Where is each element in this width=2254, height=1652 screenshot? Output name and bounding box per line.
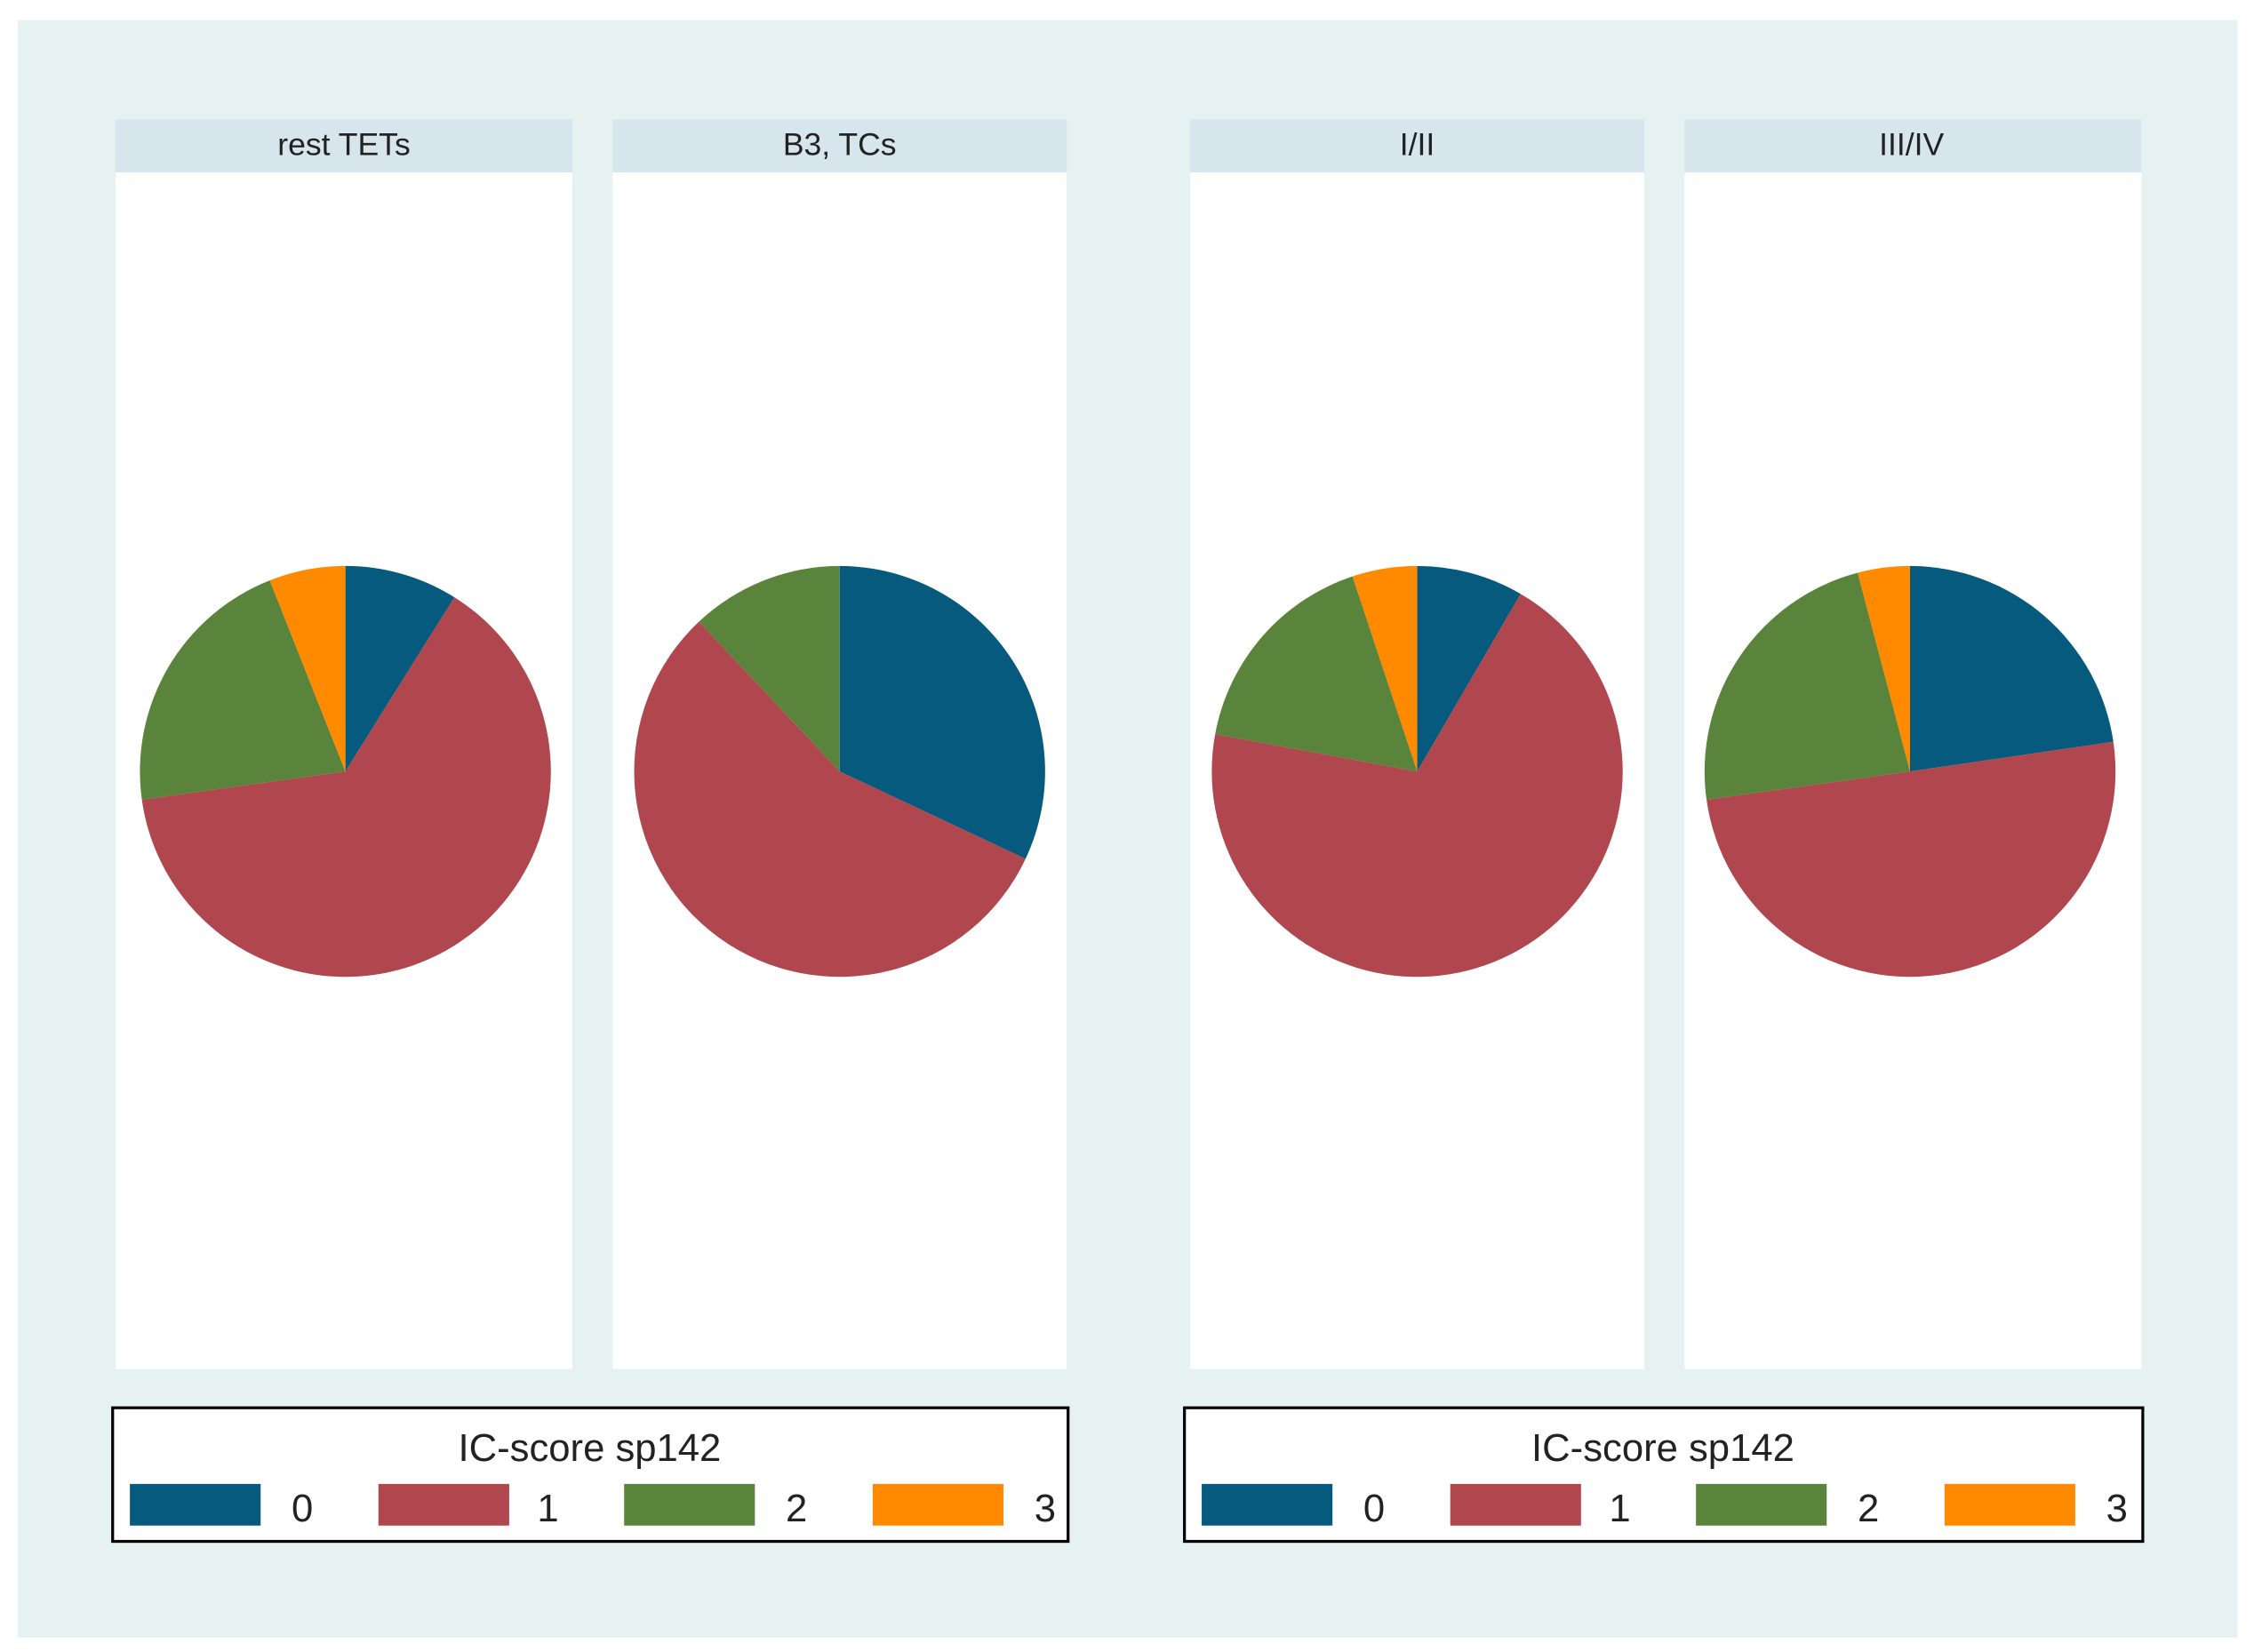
pie-slice-2 [1704,572,1911,800]
legend-swatch-0 [130,1483,261,1526]
panel-header [612,119,1067,172]
legend-label-2: 2 [786,1487,807,1530]
legend-swatch-2 [624,1483,755,1526]
panel-title: rest TETs [277,127,410,163]
pie [140,565,551,978]
pie-slice-1 [141,597,551,978]
legend-left: IC-score sp142 0 1 2 3 [111,1406,1070,1544]
panel-stage-i-ii: I/II [1190,119,1644,1369]
legend-label-0: 0 [1363,1487,1385,1530]
legend-label-3: 3 [2106,1487,2128,1530]
pie-slice-0 [1910,565,2114,772]
panel-b3-tcs: B3, TCs [612,119,1067,1369]
pie-slice-3 [269,565,346,772]
pie-slice-2 [699,565,840,772]
legend-label-1: 1 [1609,1487,1630,1530]
panel-title: B3, TCs [783,127,897,163]
pie-slice-0 [345,565,455,772]
legend-swatch-0 [1202,1483,1333,1526]
pie [1704,565,2116,978]
legend-label-3: 3 [1035,1487,1056,1530]
panel-header [115,119,573,172]
pie [1211,565,1623,978]
legend-label-2: 2 [1858,1487,1879,1530]
legend-swatch-3 [1944,1483,2075,1526]
legend-label-0: 0 [292,1487,313,1530]
pie-slice-3 [1352,565,1418,772]
panel-header [1190,119,1644,172]
legend-right: IC-score sp142 0 1 2 3 [1183,1406,2145,1544]
panel-rest-tets: rest TETs [115,119,573,1369]
pie-slice-1 [634,621,1026,978]
pie-slice-1 [1706,741,2116,978]
legend-swatch-1 [378,1483,509,1526]
legend-label-1: 1 [537,1487,558,1530]
panel-header [1684,119,2142,172]
pie-slice-0 [1417,565,1521,772]
panel-title: III/IV [1879,127,1944,163]
panel-stage-iii-iv: III/IV [1684,119,2142,1369]
legend-swatch-2 [1696,1483,1827,1526]
legend-swatch-1 [1450,1483,1581,1526]
legend-title: IC-score sp142 [1531,1426,1794,1470]
pie-slice-2 [1215,576,1418,772]
pie-slice-2 [140,580,346,800]
legend-title: IC-score sp142 [459,1426,722,1470]
pie [634,565,1045,978]
pie-slice-1 [1211,594,1623,978]
pie-slice-0 [839,565,1045,859]
legend-swatch-3 [872,1483,1003,1526]
pie-slice-3 [1858,565,1911,772]
panel-title: I/II [1400,127,1435,163]
